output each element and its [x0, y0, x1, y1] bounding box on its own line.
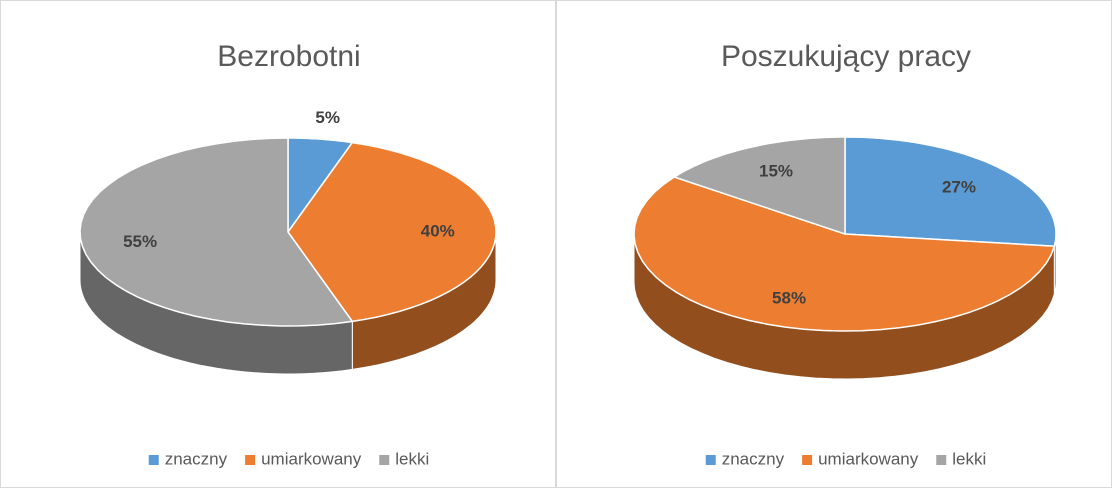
legend-label: znaczny: [722, 449, 785, 468]
data-label: 40%: [421, 221, 455, 240]
legend-label: znaczny: [165, 449, 228, 468]
legend-swatch: [802, 455, 813, 465]
data-label: 5%: [315, 108, 340, 127]
legend-label: lekki: [395, 449, 429, 468]
pie-slice: [844, 136, 1057, 247]
pie-slice: [672, 136, 846, 236]
data-label: 55%: [123, 232, 157, 251]
legend-label: lekki: [952, 449, 986, 468]
legend-swatch: [245, 455, 256, 465]
pie-slice: [79, 137, 354, 327]
legend-swatch: [379, 455, 390, 465]
pie-slice: [633, 176, 1056, 332]
chart-title: Poszukujący pracy: [721, 40, 971, 73]
legend-swatch: [148, 455, 159, 465]
pie-slice: [287, 141, 497, 323]
legend-swatch: [705, 455, 716, 465]
legend-label: umiarkowany: [261, 449, 362, 468]
data-label: 15%: [759, 161, 793, 180]
legend-label: umiarkowany: [818, 449, 919, 468]
chart-title: Bezrobotni: [217, 40, 360, 73]
legend-swatch: [936, 455, 947, 465]
data-label: 58%: [772, 288, 806, 307]
data-label: 27%: [942, 177, 976, 196]
